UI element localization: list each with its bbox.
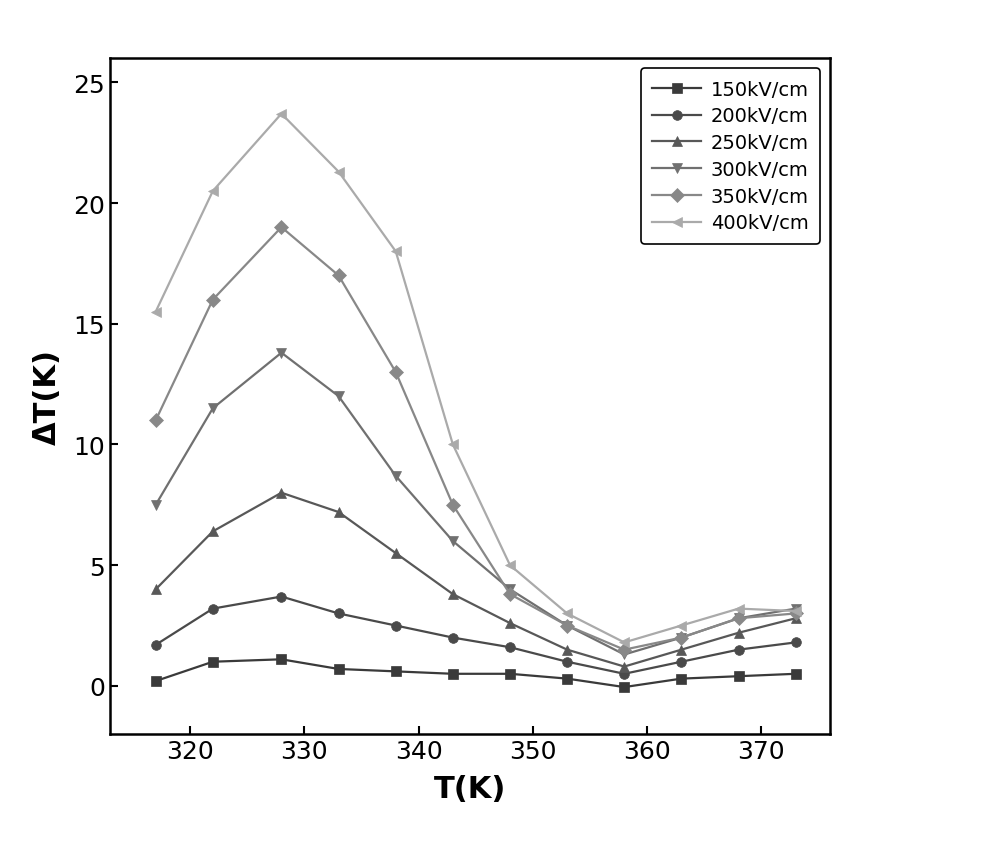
150kV/cm bbox=[275, 654, 287, 664]
200kV/cm bbox=[561, 657, 573, 667]
400kV/cm bbox=[790, 606, 802, 616]
350kV/cm bbox=[275, 223, 287, 233]
350kV/cm bbox=[333, 271, 345, 281]
150kV/cm bbox=[618, 682, 630, 692]
150kV/cm bbox=[150, 676, 162, 686]
350kV/cm bbox=[733, 614, 745, 624]
150kV/cm bbox=[504, 669, 516, 679]
250kV/cm bbox=[618, 662, 630, 672]
300kV/cm bbox=[504, 585, 516, 595]
400kV/cm bbox=[207, 187, 219, 197]
400kV/cm bbox=[275, 110, 287, 120]
300kV/cm bbox=[275, 349, 287, 359]
400kV/cm bbox=[675, 620, 687, 630]
200kV/cm bbox=[333, 609, 345, 619]
Line: 150kV/cm: 150kV/cm bbox=[151, 655, 801, 692]
Line: 350kV/cm: 350kV/cm bbox=[151, 223, 801, 655]
250kV/cm bbox=[150, 585, 162, 595]
350kV/cm bbox=[207, 295, 219, 306]
200kV/cm bbox=[150, 640, 162, 650]
300kV/cm bbox=[675, 633, 687, 643]
200kV/cm bbox=[504, 642, 516, 652]
400kV/cm bbox=[447, 440, 459, 450]
Line: 200kV/cm: 200kV/cm bbox=[151, 592, 801, 679]
200kV/cm bbox=[447, 633, 459, 643]
200kV/cm bbox=[390, 620, 402, 630]
300kV/cm bbox=[390, 471, 402, 481]
150kV/cm bbox=[207, 657, 219, 667]
Line: 400kV/cm: 400kV/cm bbox=[151, 110, 801, 647]
300kV/cm bbox=[618, 650, 630, 660]
150kV/cm bbox=[390, 667, 402, 677]
250kV/cm bbox=[333, 507, 345, 517]
400kV/cm bbox=[390, 247, 402, 257]
350kV/cm bbox=[150, 416, 162, 426]
150kV/cm bbox=[733, 671, 745, 681]
300kV/cm bbox=[150, 500, 162, 511]
200kV/cm bbox=[790, 637, 802, 647]
150kV/cm bbox=[561, 674, 573, 684]
Y-axis label: ΔT(K): ΔT(K) bbox=[33, 349, 62, 445]
350kV/cm bbox=[618, 645, 630, 655]
250kV/cm bbox=[733, 628, 745, 638]
Line: 300kV/cm: 300kV/cm bbox=[151, 349, 801, 659]
350kV/cm bbox=[447, 500, 459, 511]
250kV/cm bbox=[447, 589, 459, 599]
350kV/cm bbox=[390, 367, 402, 377]
400kV/cm bbox=[504, 560, 516, 571]
300kV/cm bbox=[447, 536, 459, 546]
150kV/cm bbox=[447, 669, 459, 679]
250kV/cm bbox=[561, 645, 573, 655]
250kV/cm bbox=[390, 549, 402, 559]
350kV/cm bbox=[790, 609, 802, 619]
150kV/cm bbox=[675, 674, 687, 684]
250kV/cm bbox=[790, 614, 802, 624]
X-axis label: T(K): T(K) bbox=[434, 774, 506, 803]
200kV/cm bbox=[675, 657, 687, 667]
350kV/cm bbox=[561, 620, 573, 630]
Legend: 150kV/cm, 200kV/cm, 250kV/cm, 300kV/cm, 350kV/cm, 400kV/cm: 150kV/cm, 200kV/cm, 250kV/cm, 300kV/cm, … bbox=[641, 69, 820, 245]
300kV/cm bbox=[561, 620, 573, 630]
300kV/cm bbox=[733, 614, 745, 624]
300kV/cm bbox=[790, 603, 802, 614]
200kV/cm bbox=[207, 603, 219, 614]
200kV/cm bbox=[733, 645, 745, 655]
150kV/cm bbox=[790, 669, 802, 679]
400kV/cm bbox=[733, 603, 745, 614]
200kV/cm bbox=[275, 592, 287, 602]
250kV/cm bbox=[275, 488, 287, 498]
300kV/cm bbox=[333, 392, 345, 402]
150kV/cm bbox=[333, 664, 345, 674]
350kV/cm bbox=[504, 589, 516, 599]
250kV/cm bbox=[504, 619, 516, 629]
250kV/cm bbox=[675, 645, 687, 655]
300kV/cm bbox=[207, 403, 219, 414]
250kV/cm bbox=[207, 527, 219, 537]
200kV/cm bbox=[618, 669, 630, 679]
400kV/cm bbox=[150, 307, 162, 317]
400kV/cm bbox=[618, 637, 630, 647]
400kV/cm bbox=[561, 609, 573, 619]
350kV/cm bbox=[675, 633, 687, 643]
Line: 250kV/cm: 250kV/cm bbox=[151, 489, 801, 672]
400kV/cm bbox=[333, 167, 345, 177]
